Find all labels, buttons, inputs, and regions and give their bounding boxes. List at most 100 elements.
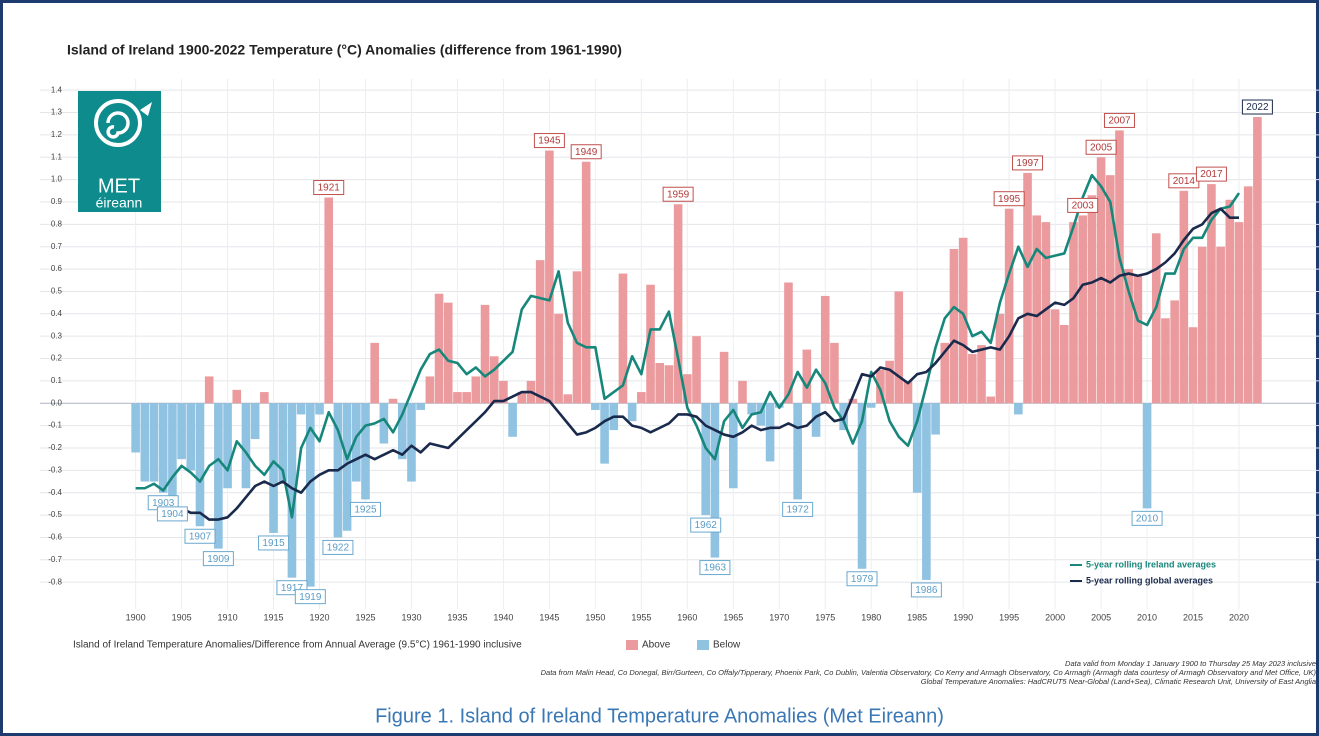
annotation-label: 1945 [538, 136, 561, 147]
bar [646, 284, 655, 404]
legend-label: Below [713, 640, 741, 651]
logo-wing [140, 102, 152, 116]
bar [728, 403, 738, 489]
bar [1041, 222, 1051, 404]
annotation-box [322, 539, 354, 555]
annotation: 1986 [910, 582, 942, 598]
y-tick-label: -0.1 [48, 421, 62, 430]
bar [719, 351, 729, 404]
bar [379, 403, 389, 444]
annotation-label: 2007 [1108, 116, 1131, 127]
x-tick-label: 1980 [861, 612, 881, 622]
bar [683, 374, 692, 404]
bar [223, 403, 232, 489]
bar [177, 403, 186, 460]
bar [214, 403, 223, 549]
x-tick-label: 1955 [631, 612, 651, 622]
y-tick-label: 0.7 [51, 242, 63, 251]
logo-spiral [106, 111, 130, 139]
bar [241, 403, 251, 489]
bar [1188, 327, 1198, 404]
annotation-label: 2003 [1072, 201, 1095, 212]
annotation-label: 2017 [1200, 169, 1223, 180]
annotation-label: 1919 [299, 592, 322, 603]
x-tick-label: 1905 [172, 612, 192, 622]
bar [1078, 215, 1087, 404]
annotation-box [313, 180, 345, 196]
bar [1207, 184, 1216, 404]
bar [204, 376, 214, 404]
bar [977, 345, 986, 404]
annotation-label: 2014 [1173, 176, 1196, 187]
annotation: 1921 [313, 180, 345, 196]
bar [710, 403, 720, 558]
annotation: 2003 [1067, 197, 1099, 213]
annotation-label: 2022 [1246, 102, 1269, 113]
x-tick-label: 1995 [999, 612, 1019, 622]
y-tick-label: -0.4 [48, 488, 62, 497]
annotation-box [1085, 139, 1117, 155]
annotation-label: 1959 [667, 189, 690, 200]
annotation: 2014 [1168, 173, 1200, 189]
annotation-box [258, 535, 290, 551]
line-series [135, 173, 1241, 519]
bar [168, 403, 177, 504]
bar [885, 360, 894, 404]
x-tick-label: 1925 [355, 612, 375, 622]
y-tick-label: 0.5 [51, 287, 63, 296]
annotation: 2022 [1241, 99, 1273, 115]
bar [287, 403, 297, 578]
bar [600, 403, 609, 464]
bar [940, 342, 950, 404]
y-tick-label: 0.1 [51, 376, 63, 385]
bar [820, 295, 830, 404]
bar [545, 150, 554, 404]
annotation-label: 1962 [695, 520, 718, 531]
annotation: 2010 [1131, 510, 1163, 526]
annotation-label: 1986 [915, 585, 938, 596]
annotation-box [1195, 166, 1227, 182]
bar [1133, 275, 1143, 404]
bar [416, 403, 425, 410]
x-tick-label: 1960 [677, 612, 697, 622]
annotation-box [782, 501, 814, 517]
bar [931, 403, 940, 435]
x-tick-label: 1940 [493, 612, 513, 622]
bar [903, 380, 913, 404]
x-tick-label: 1920 [310, 612, 330, 622]
bar [857, 403, 867, 569]
bar [1096, 157, 1106, 404]
annotation-box [294, 589, 326, 605]
bar [1069, 222, 1078, 404]
bar [765, 403, 775, 462]
bar [1179, 190, 1189, 404]
bar [499, 380, 508, 404]
annotation: 2005 [1085, 139, 1117, 155]
bar [296, 403, 306, 415]
annotation-box [699, 560, 731, 576]
bar [306, 403, 315, 587]
bar [388, 398, 398, 404]
x-tick-label: 2000 [1045, 612, 1065, 622]
y-tick-label: -0.3 [48, 465, 62, 474]
bar [554, 313, 563, 404]
bar [738, 380, 747, 404]
annotation: 2017 [1195, 166, 1227, 182]
bar [508, 403, 517, 437]
y-tick-label: -0.2 [48, 443, 62, 452]
bar [876, 369, 885, 404]
bar [747, 403, 756, 415]
annotation: 1922 [322, 539, 354, 555]
annotation-box [1131, 510, 1163, 526]
bar [260, 392, 269, 404]
bar [830, 342, 839, 404]
annotation-label: 1907 [189, 531, 212, 542]
x-tick-label: 1910 [218, 612, 238, 622]
bar [894, 291, 904, 404]
legend-label: 5-year rolling global averages [1086, 575, 1213, 585]
bar [1115, 130, 1124, 404]
annotation-box [846, 571, 878, 587]
bar [811, 403, 821, 437]
annotation: 1949 [570, 144, 602, 160]
